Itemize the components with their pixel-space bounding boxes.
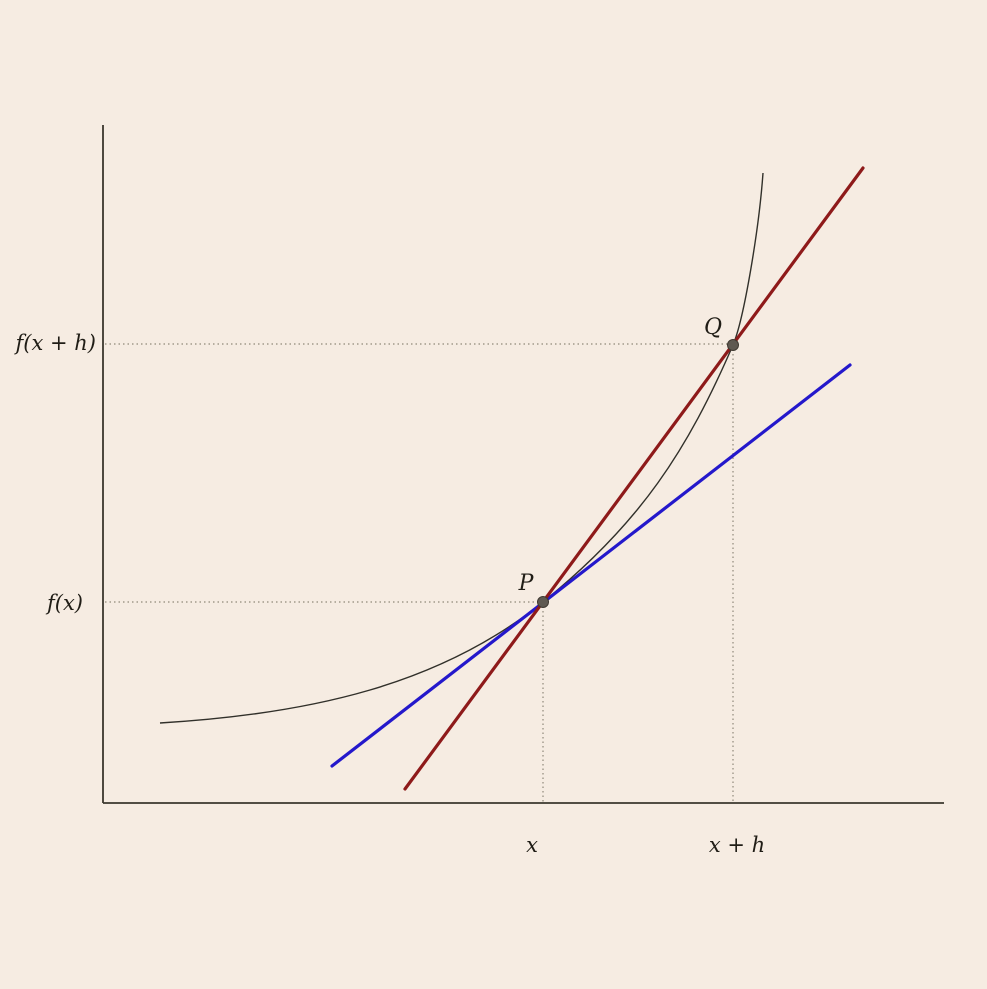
label-x: x — [526, 833, 538, 857]
secant-line — [403, 166, 865, 791]
function-curve — [159, 172, 764, 724]
tangent-line — [330, 363, 852, 768]
label-f-x-plus-h: f(x + h) — [14, 331, 96, 355]
point-p-marker — [537, 596, 549, 608]
point-q-marker — [727, 339, 739, 351]
label-x-plus-h: x + h — [709, 833, 765, 857]
label-point-q: Q — [704, 315, 722, 340]
label-f-x: f(x) — [45, 591, 83, 615]
label-point-p: P — [518, 571, 535, 596]
